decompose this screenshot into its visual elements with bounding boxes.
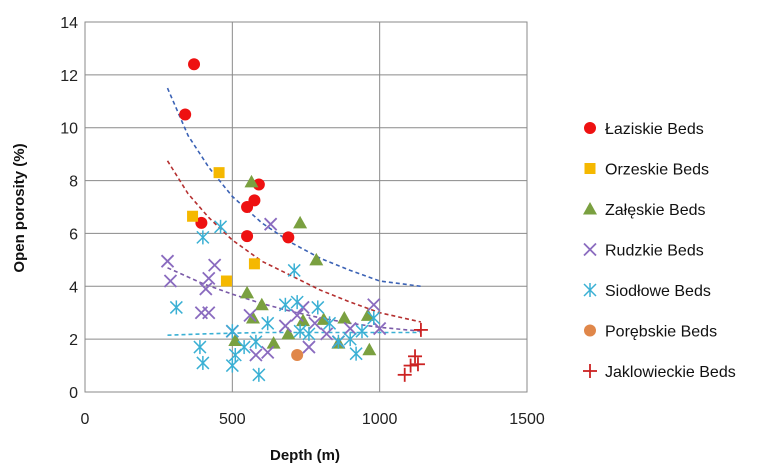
data-point [303,327,315,341]
data-point [312,300,324,314]
legend-marker [583,364,597,378]
y-tick-label: 10 [60,121,78,138]
legend-marker [584,244,596,256]
data-point [362,343,376,356]
x-tick-labels: 0 500 1000 1500 [81,411,545,428]
data-point [197,230,209,244]
data-point [279,298,291,312]
y-tick-label: 0 [69,385,78,402]
data-point [187,211,198,222]
data-point [291,295,303,309]
data-point [238,340,250,354]
data-point [250,335,262,349]
legend-marker [585,163,596,174]
legend-marker [583,202,597,215]
data-point [162,255,174,267]
data-point [294,324,306,338]
legend-label: Rudzkie Beds [605,243,704,260]
data-point [226,324,238,338]
x-tick-label: 500 [219,411,246,428]
x-axis-title: Depth (m) [270,447,340,464]
legend-label: Załęskie Beds [605,202,706,219]
data-point [368,299,380,311]
data-point [249,258,260,269]
y-tick-label: 8 [69,174,78,191]
x-tick-label: 0 [81,411,90,428]
data-point [170,300,182,314]
x-tick-label: 1500 [509,411,545,428]
data-point [293,216,307,229]
data-point [309,253,323,266]
data-point [203,272,215,284]
x-tick-label: 1000 [362,411,398,428]
data-point [250,349,262,361]
data-point [350,347,362,361]
data-point [282,231,294,243]
data-point [332,335,344,349]
legend-marker [584,283,596,297]
data-point [398,368,412,382]
data-point [188,58,200,70]
data-point [241,201,253,213]
data-point [337,311,351,324]
data-point [291,309,303,321]
data-point [241,230,253,242]
y-tick-labels: 0 2 4 6 8 10 12 14 [60,15,78,402]
data-point [200,283,212,295]
data-point [253,368,265,382]
data-point [226,359,238,373]
data-point [214,167,225,178]
data-point [215,220,227,234]
y-tick-label: 2 [69,332,78,349]
data-point [221,276,232,287]
legend-label: Łaziskie Beds [605,121,704,138]
data-point [229,348,241,362]
legend-label: Orzeskie Beds [605,162,709,179]
data-point [291,349,303,361]
legend-label: Jaklowieckie Beds [605,364,736,381]
y-tick-label: 4 [69,279,78,296]
data-point [279,320,291,332]
data-point [164,275,176,287]
data-point [303,341,315,353]
data-point [203,307,215,319]
legend-marker [584,122,596,134]
legend-marker [584,325,596,337]
data-point [414,323,428,337]
data-point [194,340,206,354]
y-axis-title: Open porosity (%) [11,143,28,272]
data-point [209,259,221,271]
data-point [356,324,368,338]
legend: Łaziskie Beds Orzeskie Beds Załęskie Beds R… [583,121,736,381]
data-point [262,316,274,330]
data-point [240,286,254,299]
trend-line [168,88,421,286]
data-point [197,356,209,370]
y-tick-label: 14 [60,15,78,32]
legend-label: Porębskie Beds [605,324,717,341]
legend-label: Siodłowe Beds [605,283,711,300]
data-point [288,263,300,277]
data-point [411,357,425,371]
y-tick-label: 12 [60,68,78,85]
data-point [179,109,191,121]
trend-line [168,161,421,322]
y-tick-label: 6 [69,226,78,243]
data-point [321,328,333,340]
